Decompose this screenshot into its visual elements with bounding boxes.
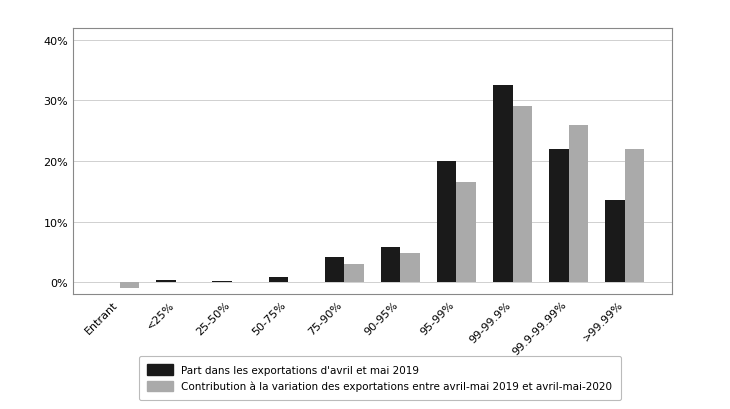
Bar: [437, 162, 456, 282]
Bar: [456, 183, 476, 282]
Bar: [345, 264, 364, 282]
Bar: [569, 125, 588, 282]
Legend: Part dans les exportations d'avril et mai 2019, Contribution à la variation des : Part dans les exportations d'avril et ma…: [139, 356, 620, 400]
Bar: [400, 254, 420, 282]
Bar: [512, 107, 532, 282]
Bar: [156, 281, 176, 282]
Bar: [212, 281, 232, 282]
Bar: [381, 247, 400, 282]
Bar: [120, 282, 139, 288]
Bar: [493, 86, 512, 282]
Bar: [325, 257, 345, 282]
Bar: [625, 149, 645, 282]
Bar: [605, 201, 625, 282]
Bar: [549, 149, 569, 282]
Bar: [269, 278, 288, 282]
